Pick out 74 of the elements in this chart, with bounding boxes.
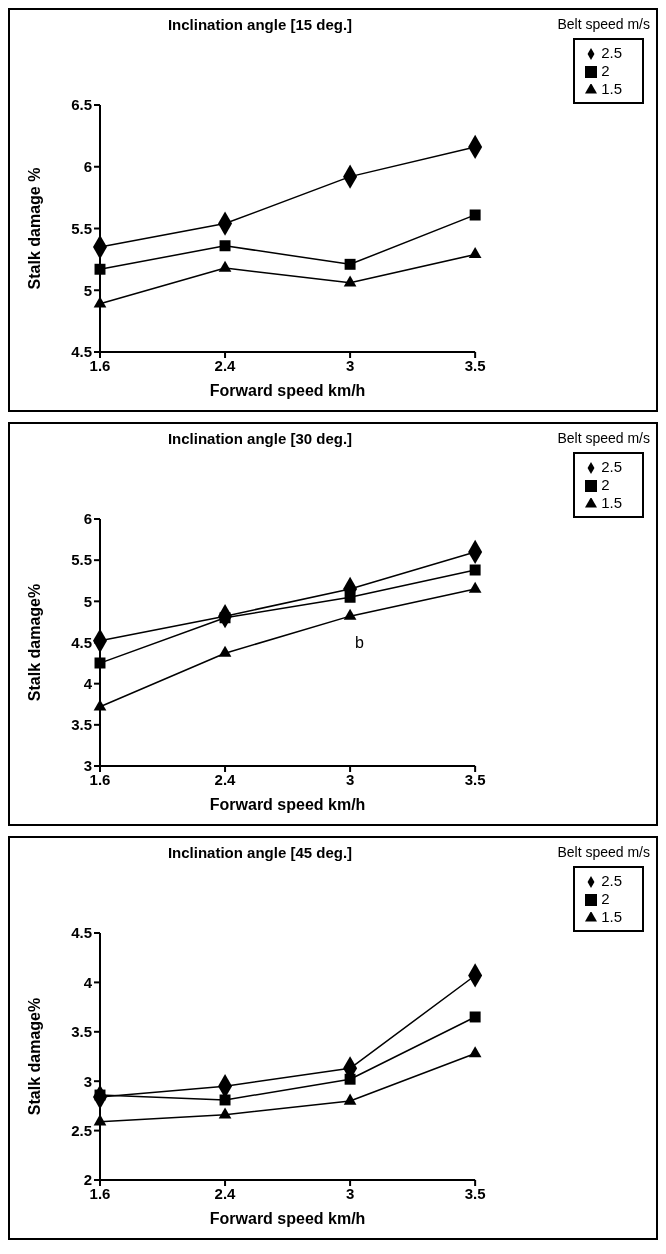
- point: [469, 564, 481, 576]
- legend-title: Belt speed m/s: [557, 16, 650, 32]
- point: [469, 1011, 481, 1023]
- x-tick-label: 2.4: [214, 1184, 237, 1202]
- x-tick-label: 2.4: [214, 356, 237, 374]
- x-tick-label: 3.5: [464, 356, 486, 374]
- legend-label: 2: [601, 476, 610, 493]
- x-axis-title: Forward speed km/h: [209, 796, 366, 813]
- y-tick-label: 2: [83, 1171, 92, 1189]
- point: [93, 296, 107, 308]
- y-tick-label: 4.5: [71, 633, 92, 651]
- y-tick-label: 6: [83, 158, 92, 176]
- y-tick-label: 5: [83, 281, 92, 299]
- y-tick-label: 4.5: [71, 343, 92, 361]
- chart-title: Inclination angle [45 deg.]: [166, 844, 354, 861]
- x-tick-label: 3.5: [464, 770, 486, 788]
- x-tick-label: 3: [345, 1184, 355, 1202]
- point: [469, 209, 481, 221]
- point: [343, 608, 357, 620]
- chart-title: Inclination angle [30 deg.]: [166, 430, 354, 447]
- legend-title: Belt speed m/s: [557, 430, 650, 446]
- point: [218, 260, 232, 272]
- legend-label: 1.5: [601, 80, 622, 97]
- point: [343, 275, 357, 287]
- point: [468, 247, 482, 259]
- x-tick-label: 3: [345, 770, 355, 788]
- x-tick-label: 2.4: [214, 770, 237, 788]
- point: [344, 1073, 356, 1085]
- annotation: b: [355, 634, 364, 652]
- x-tick-label: 1.6: [89, 356, 111, 374]
- x-tick-label: 1.6: [89, 1184, 111, 1202]
- y-tick-label: 3.5: [71, 716, 92, 734]
- legend-title: Belt speed m/s: [557, 844, 650, 860]
- legend-label: 2.5: [601, 458, 622, 475]
- point: [468, 1046, 482, 1058]
- y-axis-title: Stalk damage%: [25, 583, 43, 702]
- point: [94, 263, 106, 275]
- legend-label: 2: [601, 62, 610, 79]
- y-tick-label: 5: [83, 592, 92, 610]
- x-tick-label: 1.6: [89, 770, 111, 788]
- point: [93, 1114, 107, 1126]
- point: [219, 1094, 231, 1106]
- legend-label: 2.5: [601, 872, 622, 889]
- y-tick-label: 3.5: [71, 1023, 92, 1041]
- x-axis-title: Forward speed km/h: [209, 382, 366, 399]
- point: [468, 581, 482, 593]
- x-tick-label: 3.5: [464, 1184, 486, 1202]
- y-axis-title: Stalk damage %: [25, 167, 43, 290]
- point: [94, 657, 106, 669]
- legend-label: 2: [601, 890, 610, 907]
- point: [343, 1093, 357, 1105]
- y-tick-label: 4.5: [71, 924, 92, 942]
- legend-label: 1.5: [601, 494, 622, 511]
- legend-label: 2.5: [601, 44, 622, 61]
- y-tick-label: 3: [83, 1072, 92, 1090]
- y-tick-label: 4: [83, 674, 93, 692]
- y-tick-label: 2.5: [71, 1121, 92, 1139]
- y-tick-label: 6.5: [71, 96, 92, 114]
- point: [344, 258, 356, 270]
- y-tick-label: 4: [83, 973, 93, 991]
- y-tick-label: 5.5: [71, 219, 92, 237]
- chart-title: Inclination angle [15 deg.]: [166, 16, 354, 33]
- legend-label: 1.5: [601, 908, 622, 925]
- y-tick-label: 5.5: [71, 551, 92, 569]
- point: [219, 240, 231, 252]
- point: [344, 591, 356, 603]
- point: [93, 699, 107, 711]
- y-axis-title: Stalk damage%: [25, 997, 43, 1116]
- y-tick-label: 3: [83, 757, 92, 775]
- point: [218, 1107, 232, 1119]
- x-axis-title: Forward speed km/h: [209, 1210, 366, 1227]
- x-tick-label: 3: [345, 356, 355, 374]
- y-tick-label: 6: [83, 510, 92, 528]
- point: [218, 645, 232, 657]
